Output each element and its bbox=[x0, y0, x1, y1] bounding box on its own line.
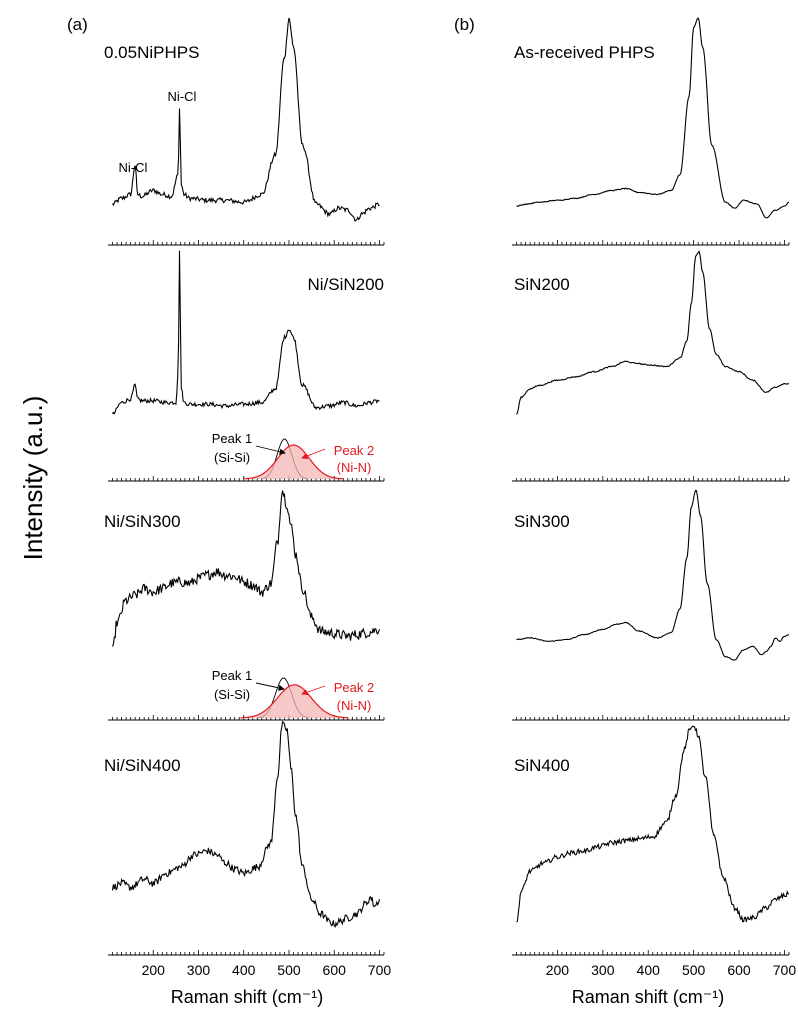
fit-peak-1-arrow bbox=[255, 445, 286, 455]
spectrum-label: Ni/SiN400 bbox=[104, 756, 181, 775]
y-axis-label: Intensity (a.u.) bbox=[18, 396, 48, 561]
peak-annotation: Ni-Cl bbox=[119, 160, 148, 175]
spectrum-line bbox=[516, 725, 790, 923]
plot-area: 0.05NiPHPS Ni-Cl Ni-Cl Ni/SiN200 Ni/SiN300 Ni… bbox=[104, 17, 797, 978]
fit-peak-2-arrow bbox=[301, 685, 326, 696]
x-tick-label: 600 bbox=[727, 962, 751, 978]
spectrum-label: SiN200 bbox=[514, 275, 570, 294]
fit-peak-2-assignment: (Ni-N) bbox=[337, 460, 372, 475]
spectrum-label: SiN400 bbox=[514, 756, 570, 775]
peak-annotation: Ni-Cl bbox=[168, 89, 197, 104]
fit-peak-2-arrow bbox=[301, 448, 326, 459]
fit-peak-1-label: Peak 1 bbox=[212, 431, 252, 446]
x-tick-label: 500 bbox=[277, 962, 301, 978]
spectrum-line bbox=[516, 250, 790, 415]
panel-b-letter: (b) bbox=[454, 15, 475, 34]
x-tick-label: 400 bbox=[232, 962, 256, 978]
fit-peak-1-arrow bbox=[255, 682, 285, 691]
fit-peak-1-assignment: (Si-Si) bbox=[214, 687, 250, 702]
x-tick-label: 200 bbox=[142, 962, 166, 978]
fit-peak-2-label: Peak 2 bbox=[334, 443, 374, 458]
x-tick-label: 500 bbox=[682, 962, 706, 978]
spectrum-label: SiN300 bbox=[514, 512, 570, 531]
spectrum-line bbox=[111, 490, 381, 647]
spectrum-line bbox=[516, 17, 790, 219]
fit-peak-fill bbox=[240, 684, 349, 718]
fit-peak-1-assignment: (Si-Si) bbox=[214, 450, 250, 465]
spectrum-label: Ni/SiN200 bbox=[307, 275, 384, 294]
fit-peak-fill bbox=[243, 445, 344, 479]
spectrum-label: As-received PHPS bbox=[514, 43, 655, 62]
panel-b-x-axis-label: Raman shift (cm⁻¹) bbox=[572, 987, 725, 1007]
x-tick-label: 300 bbox=[187, 962, 211, 978]
spectrum-line bbox=[112, 250, 380, 415]
x-tick-label: 400 bbox=[637, 962, 661, 978]
panel-a-x-axis-label: Raman shift (cm⁻¹) bbox=[171, 987, 324, 1007]
spectrum-line bbox=[112, 17, 380, 222]
fit-peak-2-label: Peak 2 bbox=[334, 680, 374, 695]
x-tick-label: 200 bbox=[546, 962, 570, 978]
x-tick-label: 700 bbox=[368, 962, 392, 978]
spectrum-label: Ni/SiN300 bbox=[104, 512, 181, 531]
fit-peak-1-label: Peak 1 bbox=[212, 668, 252, 683]
fit-peak-2-assignment: (Ni-N) bbox=[337, 698, 372, 713]
panel-a-letter: (a) bbox=[67, 15, 88, 34]
x-tick-label: 300 bbox=[591, 962, 615, 978]
fit-peak-curve bbox=[243, 444, 344, 480]
fit-peak-curve bbox=[240, 684, 349, 719]
spectrum-label: 0.05NiPHPS bbox=[104, 43, 199, 62]
spectrum-line bbox=[516, 489, 790, 661]
x-tick-label: 700 bbox=[773, 962, 797, 978]
x-tick-label: 600 bbox=[323, 962, 347, 978]
spectrum-line bbox=[111, 720, 381, 928]
